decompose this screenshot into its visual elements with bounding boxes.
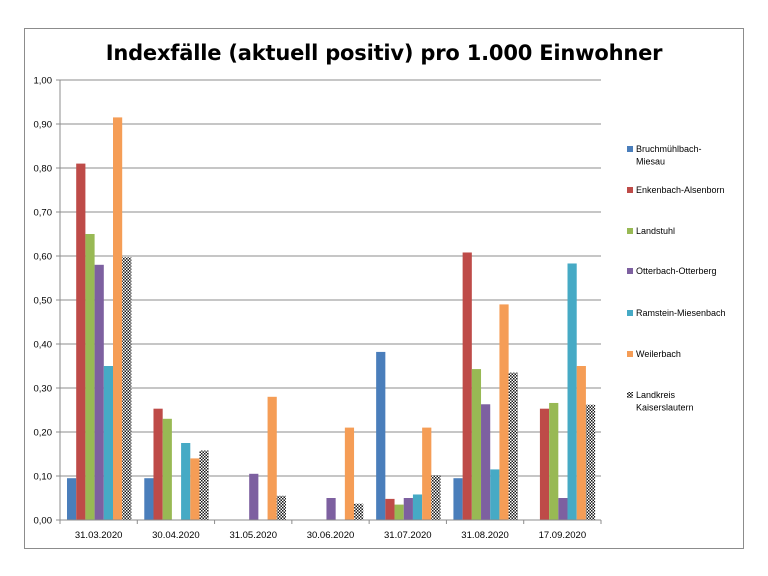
bar [181,443,191,520]
y-tick-label: 0,40 [34,340,53,351]
bar [344,427,355,520]
legend-swatch [627,351,633,357]
bar [558,498,568,520]
y-tick-label: 0,70 [34,208,53,219]
bar [76,163,86,520]
bar [453,478,463,520]
y-tick-label: 0,90 [34,120,53,131]
legend-swatch [627,310,633,316]
bar [354,503,364,520]
legend-swatch [627,187,633,193]
legend-label: Kaiserslautern [636,403,694,413]
bar [249,473,259,520]
legend-swatch [627,146,633,152]
bar [162,418,172,520]
bar [508,372,518,520]
bar [462,252,472,521]
bar [199,450,209,520]
bar [490,469,500,520]
bar [481,404,491,520]
bar [431,475,441,520]
bar [499,304,509,520]
y-tick-label: 0,30 [34,384,53,395]
legend-label: Landkreis [636,390,676,400]
bar [113,117,123,521]
bar [122,257,132,520]
y-tick-label: 1,00 [34,76,53,87]
bar [567,263,577,520]
legend-label: Miesau [636,157,665,167]
y-tick-label: 0,80 [34,164,53,175]
y-tick-label: 0,50 [34,296,53,307]
bar [539,408,550,520]
y-tick-label: 0,00 [34,516,53,527]
bar [422,427,432,520]
bar [153,408,163,520]
bar [471,369,482,520]
x-tick-label: 17.09.2020 [539,530,587,541]
legend-label: Enkenbach-Alsenborn [636,185,725,195]
legend-label: Otterbach-Otterberg [636,266,717,276]
y-tick-label: 0,20 [34,428,53,439]
legend-swatch [627,268,633,274]
bar [267,396,277,520]
bar [576,366,586,520]
bar [326,498,336,520]
bar [103,366,113,520]
legend-swatch [627,392,633,398]
bar [144,478,154,520]
bar [385,498,395,520]
legend-label: Landstuhl [636,226,675,236]
bar [376,351,386,520]
x-tick-label: 31.07.2020 [384,530,432,541]
x-tick-label: 31.08.2020 [461,530,509,541]
bar [94,264,104,520]
bar [67,478,77,520]
x-tick-label: 31.03.2020 [75,530,123,541]
x-tick-label: 31.05.2020 [229,530,277,541]
bar [276,495,286,520]
x-tick-label: 30.06.2020 [307,530,355,541]
chart-title: Indexfälle (aktuell positiv) pro 1.000 E… [105,41,663,65]
legend-label: Weilerbach [636,349,681,359]
y-tick-label: 0,60 [34,252,53,263]
bar [585,404,596,520]
bar [394,504,404,520]
y-tick-label: 0,10 [34,472,53,483]
bar [190,458,200,520]
x-tick-label: 30.04.2020 [152,530,200,541]
bar [403,498,413,520]
legend-label: Ramstein-Miesenbach [636,308,726,318]
bar [549,402,559,520]
bar [85,234,95,520]
bar [412,494,423,520]
legend-label: Bruchmühlbach- [636,144,702,154]
legend-swatch [627,228,633,234]
